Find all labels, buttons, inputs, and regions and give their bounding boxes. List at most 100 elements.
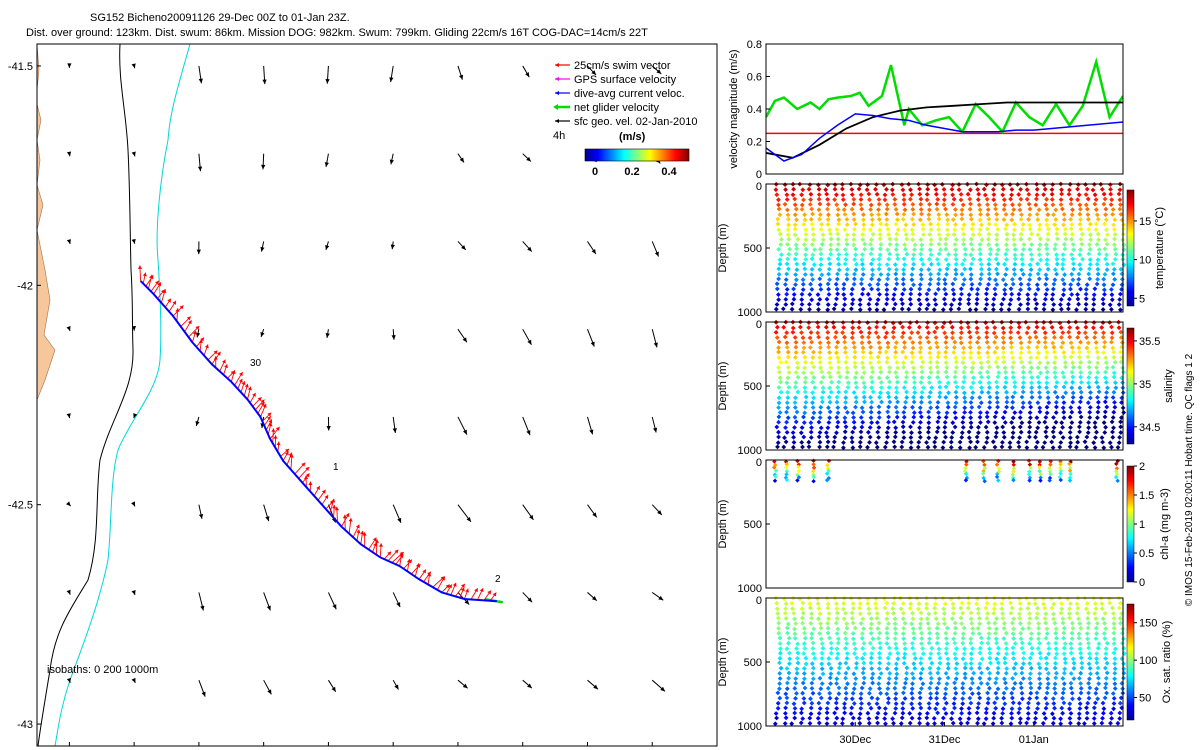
profile-point (834, 655, 840, 661)
profile-point (1008, 610, 1014, 616)
profile-point (1012, 271, 1017, 277)
profile-point (985, 374, 991, 380)
profile-point (957, 439, 963, 445)
profile-point (994, 616, 999, 622)
profile-point (949, 187, 955, 192)
profile-point (969, 676, 975, 682)
profile-point (1001, 359, 1007, 365)
profile-point (875, 626, 881, 631)
profile-point (850, 330, 855, 336)
profile-point (849, 696, 855, 702)
profile-point (820, 399, 825, 405)
profile-point (784, 666, 790, 671)
profile-point (934, 405, 940, 410)
profile-point (785, 630, 790, 636)
profile-point (1069, 271, 1075, 277)
profile-point (898, 606, 904, 612)
profile-point (777, 641, 783, 646)
profile-point (1026, 286, 1032, 292)
profile-point (1061, 645, 1067, 651)
profile-point (935, 197, 941, 202)
profile-point (784, 261, 790, 267)
profile-point (1092, 611, 1098, 616)
swim-vector-head (260, 399, 265, 404)
profile-point (911, 399, 917, 405)
profile-point (937, 390, 943, 396)
profile-point (809, 267, 815, 272)
swim-vector-head (448, 584, 452, 589)
profile-point (858, 197, 864, 202)
profile-point (826, 344, 831, 350)
profile-point (934, 325, 940, 331)
profile-point (908, 286, 914, 292)
profile-point (776, 400, 782, 406)
profile-point (1113, 385, 1119, 391)
profile-point (834, 296, 839, 302)
profile-point (827, 350, 832, 355)
geo-vector-head (198, 78, 203, 84)
profile-point (977, 247, 983, 252)
profile-point (948, 306, 954, 312)
track-label-30: 30 (250, 358, 262, 369)
profile-point (1009, 706, 1015, 712)
profile-point (915, 330, 921, 335)
profile-point (1076, 635, 1082, 641)
profile-point (962, 395, 967, 401)
profile-point (987, 400, 993, 405)
profile-point (909, 686, 915, 692)
profile-point (802, 355, 808, 360)
profile-point (792, 686, 798, 691)
profile-point (810, 676, 816, 682)
profile-point (1029, 257, 1035, 262)
profile-point (825, 217, 831, 222)
profile-point (1002, 660, 1008, 666)
profile-point (894, 340, 899, 345)
profile-point (1086, 349, 1092, 355)
profile-point (1027, 360, 1033, 365)
profile-point (886, 414, 891, 420)
profile-point (1087, 685, 1093, 691)
profile-point (868, 344, 874, 350)
profile-point (844, 651, 850, 656)
profile-point (885, 355, 890, 361)
profile-point (1108, 187, 1113, 192)
profile-point (837, 665, 842, 671)
profile-point (1070, 277, 1076, 283)
profile-point (861, 394, 867, 400)
profile-point (1033, 202, 1039, 208)
profile-point (990, 439, 996, 445)
geo-vector-head (262, 79, 267, 85)
profile-point (811, 665, 816, 671)
profile-point (834, 681, 839, 686)
profile-point (1018, 716, 1023, 722)
profile-point (1036, 661, 1042, 667)
profile-point (877, 394, 882, 400)
swim-vector-head (198, 339, 203, 343)
profile-point (835, 370, 841, 375)
profile-point (985, 350, 990, 355)
profile-point (778, 379, 783, 385)
profile-point (1044, 350, 1050, 355)
profile-point (841, 281, 847, 287)
profile-point (876, 415, 882, 420)
profile-point (820, 389, 826, 395)
profile-point (910, 345, 916, 351)
profile-point (865, 291, 871, 297)
profile-point (869, 286, 874, 292)
profile-point (890, 606, 896, 611)
profile-point (801, 345, 807, 351)
profile-point (1038, 257, 1043, 263)
profile-point (869, 261, 874, 267)
profile-point (1011, 207, 1017, 212)
profile-point (875, 281, 881, 287)
profile-point (1013, 671, 1018, 677)
profile-point (876, 201, 882, 207)
profile-point (996, 370, 1002, 375)
profile-point (953, 207, 958, 212)
profile-point (843, 424, 849, 430)
profile-point (1001, 626, 1007, 631)
profile-point (786, 385, 792, 390)
depth-tick-label: 1000 (738, 583, 762, 595)
profile-point (1095, 231, 1101, 237)
profile-point (1060, 695, 1065, 701)
